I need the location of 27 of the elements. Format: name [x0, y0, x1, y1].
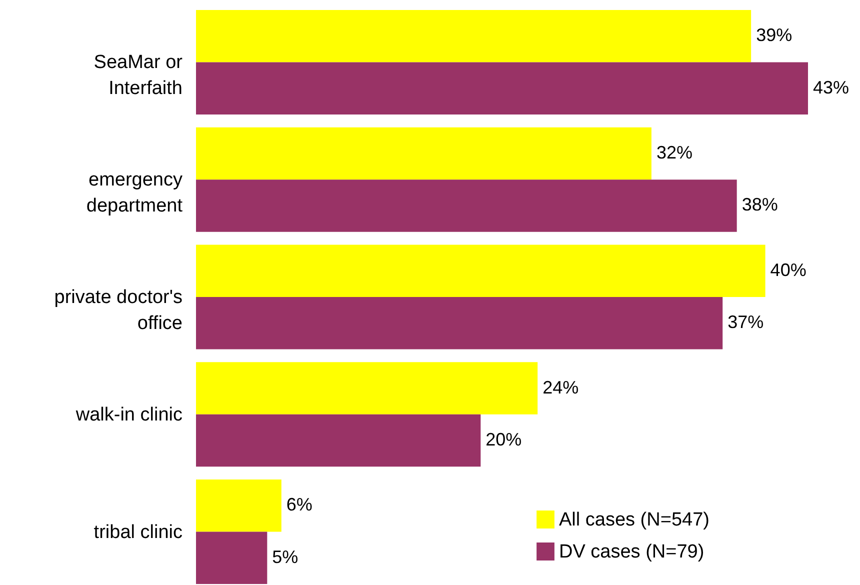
y-tick-label: private doctor's office	[54, 287, 182, 334]
data-label: 38%	[742, 194, 778, 215]
bar	[196, 62, 808, 114]
data-label: 24%	[542, 377, 579, 398]
bar	[196, 10, 752, 62]
data-label: 40%	[770, 260, 806, 280]
bar	[196, 362, 538, 414]
data-label: 20%	[486, 430, 522, 450]
y-tick-label: tribal clinic	[94, 522, 182, 543]
legend-label: DV cases (N=79)	[559, 542, 704, 562]
bar	[196, 127, 652, 180]
y-tick-label: walk-in clinic	[74, 404, 182, 426]
y-tick-label: emergency department	[86, 170, 184, 217]
data-label: 37%	[728, 312, 764, 332]
bar	[196, 414, 481, 467]
data-label: 32%	[656, 142, 692, 162]
data-label: 39%	[756, 25, 792, 46]
bar	[196, 297, 723, 350]
legend-label: All cases (N=547)	[559, 510, 710, 530]
data-label: 6%	[286, 494, 312, 515]
y-tick-label: SeaMar or Interfaith	[94, 52, 184, 100]
bar	[196, 532, 268, 584]
data-label: 5%	[272, 546, 298, 567]
data-label: 43%	[813, 77, 850, 98]
bar	[196, 180, 737, 232]
bar	[196, 244, 766, 297]
bar	[196, 480, 282, 532]
